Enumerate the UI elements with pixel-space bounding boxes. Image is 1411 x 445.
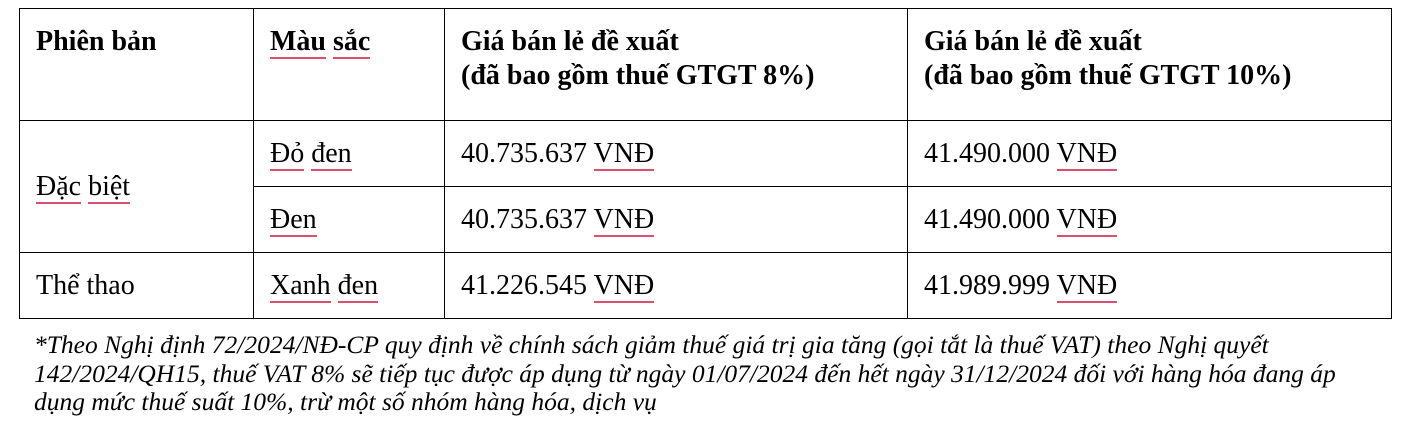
cell-text: (đã bao gồm thuế GTGT 10%) — [924, 60, 1292, 91]
header-version: Phiên bản — [19, 8, 254, 121]
spellcheck-flagged-word: đen — [337, 269, 379, 303]
cell-text: (đã bao gồm thuế GTGT 8%) — [461, 60, 815, 91]
cell-text: 41.226.545 — [461, 269, 594, 301]
cell-text: 40.735.637 — [461, 203, 594, 235]
version-cell: Đặc biệt — [19, 120, 254, 253]
cell-text — [331, 270, 338, 301]
cell-text: Giá bán lẻ đề xuất — [924, 26, 1142, 57]
cell-text: 40.735.637 — [461, 137, 594, 169]
spellcheck-flagged-word: Đỏ — [270, 137, 305, 171]
version-cell: Thể thao — [19, 252, 254, 319]
spellcheck-flagged-word: Màu — [270, 26, 326, 59]
spellcheck-flagged-word: VNĐ — [593, 269, 655, 303]
color-cell: Đen — [253, 186, 445, 253]
cell-text — [326, 26, 333, 57]
price-vat10-cell: 41.490.000 VNĐ — [907, 186, 1392, 253]
header-color: Màu sắc — [253, 8, 445, 121]
spellcheck-flagged-word: VNĐ — [593, 137, 655, 171]
cell-text: 41.490.000 — [924, 203, 1057, 235]
table-row: Đen 40.735.637 VNĐ 41.490.000 VNĐ — [20, 186, 1392, 253]
cell-text: Phiên bản — [36, 26, 157, 57]
cell-text: Giá bán lẻ đề xuất — [461, 26, 679, 57]
cell-text: 41.490.000 — [924, 137, 1057, 169]
spellcheck-flagged-word: VNĐ — [593, 203, 655, 237]
spellcheck-flagged-word: VNĐ — [1056, 269, 1118, 303]
cell-text: 41.989.999 — [924, 269, 1057, 301]
table-row: Thể thao Xanh đen 41.226.545 VNĐ 41.989.999… — [19, 252, 1392, 319]
spellcheck-flagged-word: biệt — [88, 170, 131, 204]
price-vat10-cell: 41.989.999 VNĐ — [907, 252, 1392, 319]
header-row: Phiên bản Màu sắc Giá bán lẻ đề xuất (đã ba… — [19, 8, 1392, 121]
price-vat10-cell: 41.490.000 VNĐ — [907, 120, 1392, 187]
footnote: *Theo Nghị định 72/2024/NĐ-CP quy định v… — [34, 330, 1336, 416]
color-cell: Xanh đen — [253, 252, 445, 319]
spellcheck-flagged-word: đen — [311, 137, 352, 171]
spellcheck-flagged-word: VNĐ — [1056, 137, 1118, 171]
price-vat8-cell: 40.735.637 VNĐ — [444, 186, 908, 253]
spellcheck-flagged-word: Xanh — [270, 269, 331, 303]
spellcheck-flagged-word: Đặc — [36, 170, 82, 204]
price-vat8-cell: 40.735.637 VNĐ — [444, 120, 908, 187]
table-row: Đặc biệt Đỏ đen 40.735.637 VNĐ 41.490.000 V… — [19, 120, 1392, 253]
header-price-vat8: Giá bán lẻ đề xuất (đã bao gồm thuế GTGT … — [444, 8, 908, 121]
spellcheck-flagged-word: sắc — [333, 26, 371, 59]
price-table: Phiên bản Màu sắc Giá bán lẻ đề xuất (đã ba… — [19, 8, 1392, 319]
spellcheck-flagged-word: VNĐ — [1056, 203, 1118, 237]
price-vat8-cell: 41.226.545 VNĐ — [444, 252, 908, 319]
spellcheck-flagged-word: Đen — [270, 203, 317, 237]
color-cell: Đỏ đen — [253, 120, 445, 187]
cell-text: Thể thao — [36, 269, 135, 301]
header-price-vat10: Giá bán lẻ đề xuất (đã bao gồm thuế GTGT … — [907, 8, 1392, 121]
